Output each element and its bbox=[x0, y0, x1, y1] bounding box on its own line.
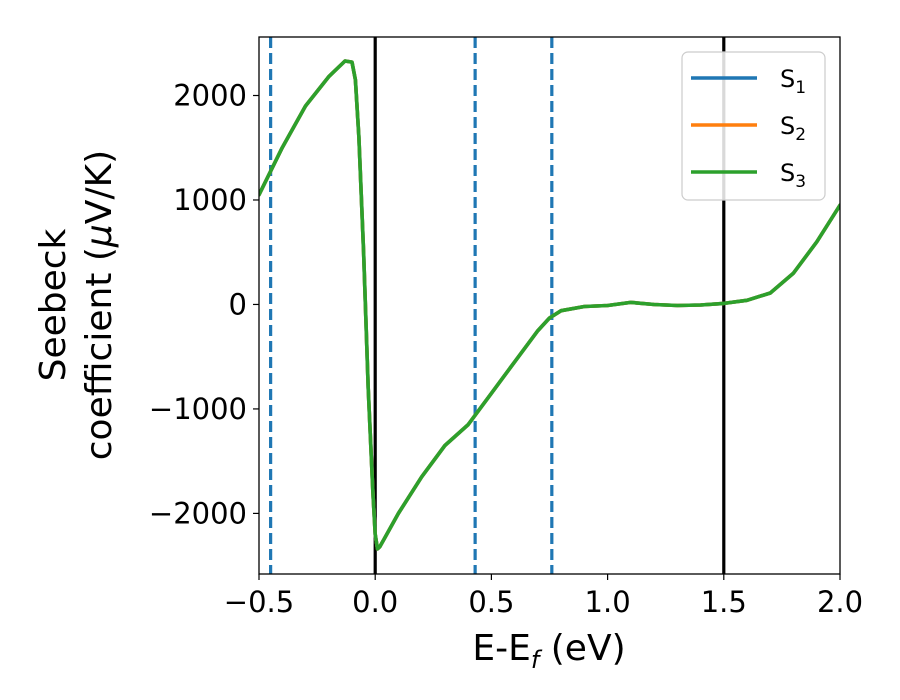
x-tick-label: 0.5 bbox=[468, 585, 514, 619]
legend-label-s3: S3 bbox=[780, 159, 806, 192]
x-tick-label: 0.0 bbox=[352, 585, 398, 619]
y-axis-ticks: 2000 1000 0 −1000 −2000 bbox=[149, 79, 259, 530]
y-tick-label: 0 bbox=[229, 287, 247, 321]
x-tick-label: 1.0 bbox=[585, 585, 631, 619]
y-axis-title-line1: Seebeck bbox=[33, 228, 74, 381]
x-axis-title: E-Ef (eV) bbox=[472, 628, 625, 674]
x-axis-ticks: −0.5 0.0 0.5 1.0 1.5 2.0 bbox=[224, 574, 863, 619]
y-tick-label: −2000 bbox=[149, 496, 247, 530]
series-line-s3 bbox=[259, 59, 840, 551]
x-tick-label: −0.5 bbox=[224, 585, 294, 619]
y-tick-label: 2000 bbox=[173, 79, 247, 113]
series-lines bbox=[259, 59, 840, 551]
y-tick-label: −1000 bbox=[149, 392, 247, 426]
legend: S1 S2 S3 bbox=[681, 51, 826, 201]
x-tick-label: 2.0 bbox=[817, 585, 863, 619]
legend-label-s1: S1 bbox=[780, 65, 806, 98]
y-axis-title-line2: coefficient (μV/K) bbox=[79, 150, 120, 460]
plot-frame bbox=[258, 36, 841, 575]
legend-label-s2: S2 bbox=[780, 112, 806, 145]
y-tick-label: 1000 bbox=[173, 183, 247, 217]
x-tick-label: 1.5 bbox=[701, 585, 747, 619]
y-axis-title: Seebeck coefficient (μV/K) bbox=[33, 150, 120, 460]
